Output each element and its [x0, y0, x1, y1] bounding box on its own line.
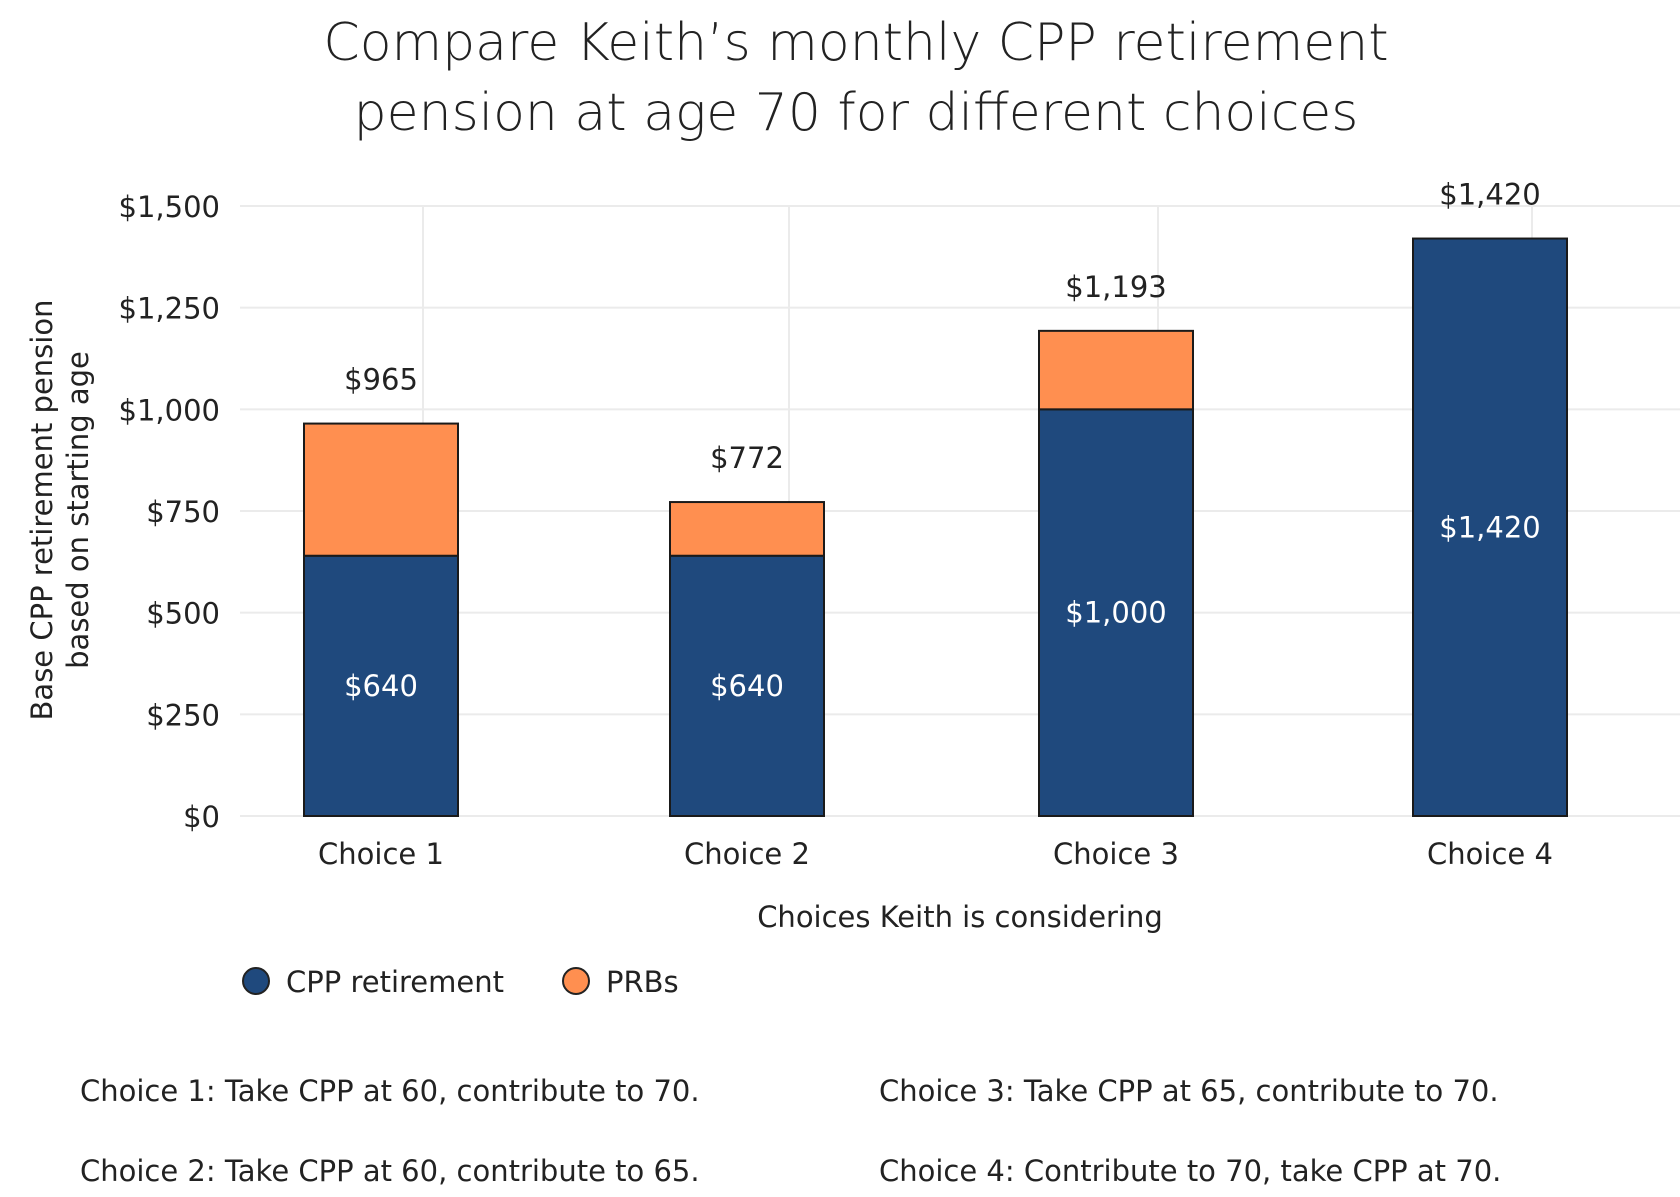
y-axis-title-line-2: based on starting age: [61, 351, 95, 669]
bar-labels: $640 $965 $640 $772 $1,000 $1,193 $1,420 $1,420: [344, 178, 1541, 703]
bar-cpp-retirement: [1038, 408, 1194, 817]
bar-cpp-retirement: [303, 554, 459, 817]
bar-total-label: $1,420: [1439, 178, 1540, 212]
note-choice-2: Choice 2: Take CPP at 60, contribute to …: [80, 1154, 700, 1188]
y-axis-title: Base CPP retirement pension based on sta…: [25, 300, 95, 721]
y-tick-label: $500: [146, 597, 220, 631]
bar-value-label: $1,420: [1439, 510, 1540, 544]
y-tick-label: $250: [146, 698, 220, 732]
x-category-label: Choice 3: [1053, 837, 1179, 871]
x-category-label: Choice 4: [1427, 837, 1553, 871]
y-tick-label: $1,250: [119, 292, 220, 326]
y-tick-label: $1,500: [119, 190, 220, 224]
bars: [303, 237, 1568, 818]
bar-prbs: [303, 422, 459, 557]
bar-total-label: $772: [710, 441, 784, 475]
y-tick-label: $0: [183, 800, 220, 834]
legend-label-prbs: PRBs: [606, 965, 679, 999]
bar-value-label: $640: [344, 669, 418, 703]
x-category-label: Choice 1: [318, 837, 444, 871]
chart-title-line-1: Compare Keith’s monthly CPP retirement: [323, 13, 1388, 73]
legend-swatch-prbs: [562, 967, 590, 995]
legend-label-cpp-retirement: CPP retirement: [286, 965, 504, 999]
bar-prbs: [1038, 329, 1194, 411]
y-axis-ticks: $0 $250 $500 $750 $1,000 $1,250 $1,500: [119, 190, 220, 834]
x-axis-categories: Choice 1 Choice 2 Choice 3 Choice 4: [318, 837, 1553, 871]
bar-value-label: $1,000: [1065, 596, 1166, 630]
x-axis-title: Choices Keith is considering: [757, 900, 1163, 934]
legend: CPP retirement PRBs: [242, 965, 679, 999]
bar-total-label: $965: [344, 363, 418, 397]
bar-value-label: $640: [710, 669, 784, 703]
note-choice-3: Choice 3: Take CPP at 65, contribute to …: [879, 1074, 1499, 1108]
chart-title-line-2: pension at age 70 for different choices: [354, 83, 1359, 143]
bar-cpp-retirement: [669, 554, 825, 817]
legend-swatch-cpp-retirement: [242, 967, 270, 995]
y-tick-label: $1,000: [119, 393, 220, 427]
bar-total-label: $1,193: [1065, 270, 1166, 304]
bar-prbs: [669, 501, 825, 557]
x-category-label: Choice 2: [684, 837, 810, 871]
y-tick-label: $750: [146, 495, 220, 529]
y-axis-title-line-1: Base CPP retirement pension: [25, 300, 59, 721]
note-choice-1: Choice 1: Take CPP at 60, contribute to …: [80, 1074, 700, 1108]
bar-cpp-retirement: [1412, 237, 1568, 818]
note-choice-4: Choice 4: Contribute to 70, take CPP at …: [879, 1154, 1502, 1188]
